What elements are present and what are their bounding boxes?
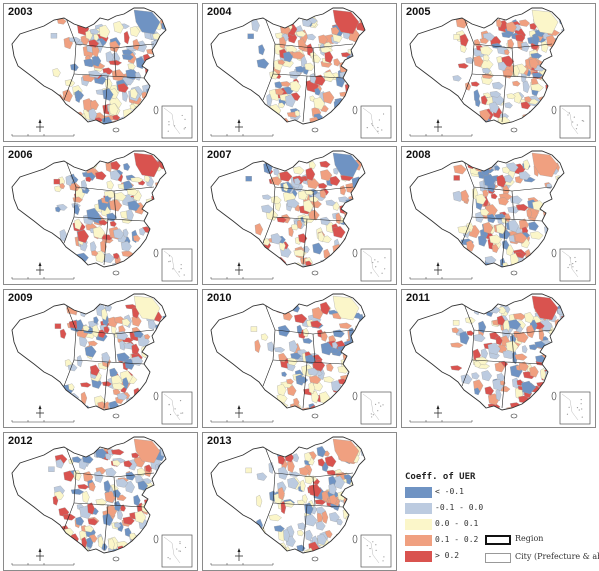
legend-swatch [405, 551, 432, 562]
legend-swatch [405, 519, 432, 530]
legend-swatch [405, 503, 432, 514]
china-map [11, 150, 193, 282]
map-panel-2007: 2007 [202, 146, 397, 285]
china-map [409, 150, 591, 282]
panel-year-label: 2012 [8, 435, 33, 447]
map-panel-2006: 2006 [3, 146, 198, 285]
map-panel-2010: 2010 [202, 289, 397, 428]
panel-year-label: 2009 [8, 292, 33, 304]
region-boundary-label: Region [515, 534, 544, 543]
panel-year-label: 2007 [207, 149, 232, 161]
legend-class-label: 0.1 - 0.2 [435, 535, 479, 544]
legend-swatch [405, 535, 432, 546]
map-legend: Coeff. of UER < -0.1 -0.1 - 0.0 0.0 - 0.… [405, 472, 599, 568]
panel-year-label: 2005 [406, 6, 431, 18]
map-panel-2013: 2013 [202, 432, 397, 571]
legend-class-label: -0.1 - 0.0 [435, 503, 484, 512]
china-map [11, 7, 193, 139]
legend-swatch [405, 487, 432, 498]
china-map [11, 436, 193, 568]
panel-year-label: 2006 [8, 149, 33, 161]
china-map [210, 293, 392, 425]
china-map [409, 7, 591, 139]
map-panel-2011: 2011 [401, 289, 596, 428]
panel-year-label: 2003 [8, 6, 33, 18]
city-boundary-swatch [485, 553, 511, 563]
china-map [210, 7, 392, 139]
china-map [11, 293, 193, 425]
legend-title: Coeff. of UER [405, 472, 476, 482]
china-map [210, 436, 392, 568]
panel-year-label: 2011 [406, 292, 430, 304]
city-boundary-label: City (Prefecture & above) [515, 552, 599, 561]
legend-class-label: < -0.1 [435, 487, 464, 496]
legend-class-label: 0.0 - 0.1 [435, 519, 479, 528]
map-panel-2004: 2004 [202, 3, 397, 142]
panel-year-label: 2008 [406, 149, 431, 161]
map-panel-2009: 2009 [3, 289, 198, 428]
panel-year-label: 2004 [207, 6, 232, 18]
legend-class-label: > 0.2 [435, 551, 460, 560]
map-panel-2008: 2008 [401, 146, 596, 285]
map-panel-2005: 2005 [401, 3, 596, 142]
china-map [210, 150, 392, 282]
region-boundary-swatch [485, 535, 511, 545]
panel-year-label: 2013 [207, 435, 232, 447]
map-panel-2012: 2012 [3, 432, 198, 571]
panel-year-label: 2010 [207, 292, 232, 304]
china-map [409, 293, 591, 425]
map-panel-2003: 2003 [3, 3, 198, 142]
